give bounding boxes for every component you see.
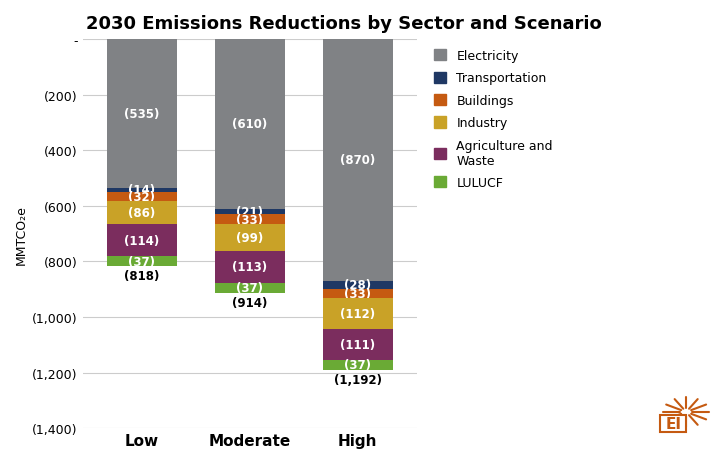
Bar — [107, 257, 177, 267]
Bar — [107, 225, 177, 257]
Text: (21): (21) — [236, 206, 264, 219]
Text: (33): (33) — [236, 213, 264, 226]
Bar — [323, 298, 393, 329]
Text: EI: EI — [665, 416, 681, 431]
Text: (33): (33) — [344, 287, 372, 300]
Text: (37): (37) — [128, 255, 156, 268]
Bar — [323, 281, 393, 289]
Text: 2030 Emissions Reductions by Sector and Scenario: 2030 Emissions Reductions by Sector and … — [86, 15, 602, 33]
Text: (112): (112) — [340, 307, 375, 320]
Text: (535): (535) — [125, 108, 160, 121]
Text: (914): (914) — [232, 296, 268, 309]
Bar — [323, 329, 393, 360]
Y-axis label: MMTCO₂e: MMTCO₂e — [15, 204, 28, 264]
Text: (37): (37) — [344, 359, 372, 372]
Bar — [215, 40, 285, 209]
Bar — [215, 224, 285, 251]
Text: (14): (14) — [128, 184, 156, 197]
Bar — [107, 192, 177, 201]
Text: (99): (99) — [236, 232, 264, 244]
Text: (111): (111) — [340, 338, 375, 351]
Text: (113): (113) — [233, 261, 267, 274]
Bar — [107, 40, 177, 188]
Legend: Electricity, Transportation, Buildings, Industry, Agriculture and
Waste, LULUCF: Electricity, Transportation, Buildings, … — [430, 46, 557, 194]
Bar — [107, 188, 177, 192]
Bar — [323, 360, 393, 370]
Text: (870): (870) — [340, 154, 375, 167]
Text: (86): (86) — [128, 206, 156, 219]
Bar — [215, 251, 285, 283]
Bar — [215, 283, 285, 293]
Bar — [215, 215, 285, 224]
Text: (32): (32) — [128, 190, 156, 203]
Bar — [323, 289, 393, 298]
Text: (28): (28) — [344, 279, 372, 292]
Text: (114): (114) — [125, 234, 160, 247]
Bar — [215, 209, 285, 215]
Text: (1,192): (1,192) — [334, 373, 382, 386]
Text: (610): (610) — [233, 118, 268, 131]
Bar — [323, 40, 393, 281]
Bar — [107, 201, 177, 225]
Text: (818): (818) — [125, 269, 160, 282]
Text: (37): (37) — [236, 282, 264, 294]
